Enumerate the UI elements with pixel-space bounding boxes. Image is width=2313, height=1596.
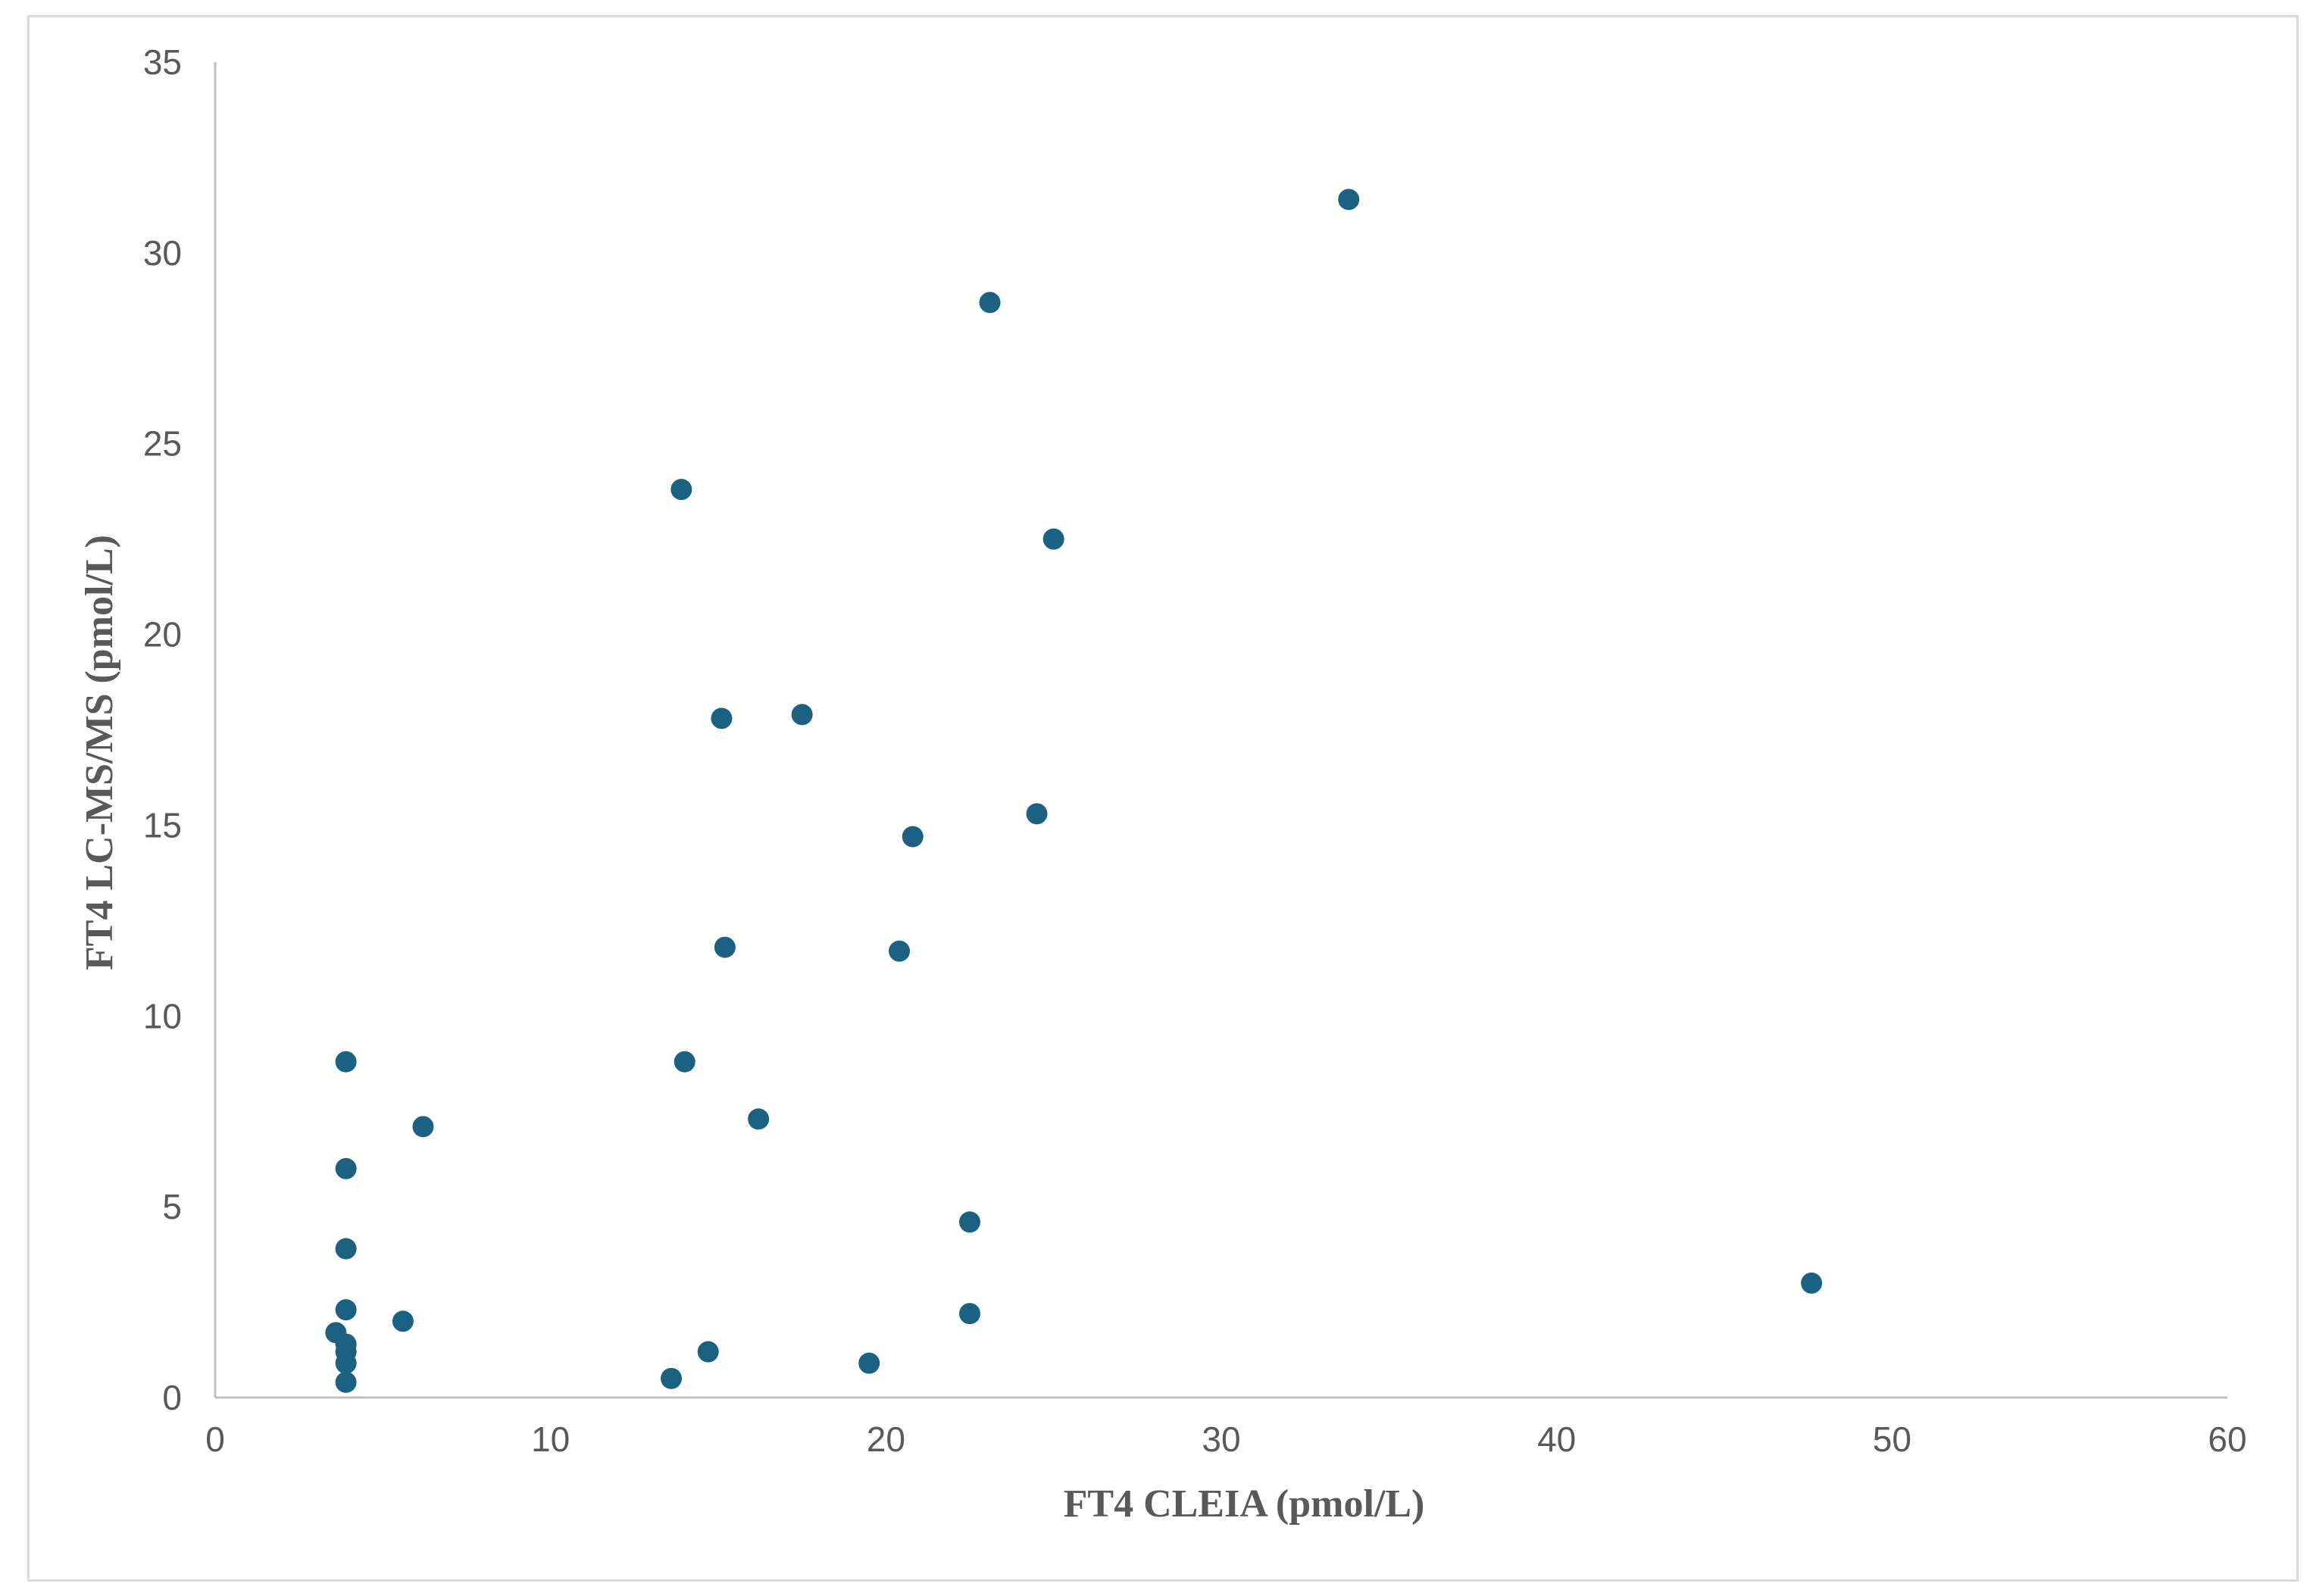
x-tick-label: 10 [531,1420,570,1459]
data-point [748,1108,770,1130]
data-point [959,1303,980,1325]
x-tick-label: 30 [1202,1420,1240,1459]
data-point [1338,189,1360,211]
data-point [335,1051,357,1073]
y-tick-label: 25 [143,424,182,464]
data-point [412,1116,434,1138]
data-point [1042,528,1064,550]
y-tick-label: 10 [143,996,182,1035]
data-point [335,1352,357,1374]
data-point [714,936,736,958]
data-point [979,292,1001,314]
y-tick-label: 15 [143,805,182,845]
x-tick-label: 50 [1873,1420,1911,1459]
x-tick-labels: 0 10 20 30 40 50 60 [205,1420,2246,1459]
data-point [670,479,692,501]
data-point [335,1299,357,1321]
data-point [335,1371,357,1393]
y-axis-title: FT4 LC-MS/MS (pmol/L) [78,535,121,970]
y-tick-label: 0 [162,1378,182,1417]
data-point [959,1211,980,1233]
y-tick-label: 20 [143,615,182,654]
x-tick-label: 0 [205,1420,225,1459]
y-tick-labels: 0 5 10 15 20 25 30 35 [143,42,182,1417]
data-point [674,1051,695,1073]
y-tick-label: 5 [162,1187,182,1226]
data-point [1801,1272,1823,1294]
data-points [325,189,1823,1393]
x-tick-label: 60 [2208,1420,2246,1459]
data-point [335,1157,357,1179]
data-point [711,707,733,729]
x-tick-label: 20 [867,1420,905,1459]
data-point [1026,803,1048,825]
data-point [697,1341,719,1363]
data-point [889,940,911,962]
data-point [791,704,813,726]
x-axis-title: FT4 CLEIA (pmol/L) [1064,1482,1425,1526]
x-tick-label: 40 [1537,1420,1576,1459]
y-tick-label: 35 [143,42,182,82]
data-point [661,1367,683,1389]
data-point [858,1352,880,1374]
data-point [335,1238,357,1260]
axes [214,62,2227,1399]
data-point [392,1310,414,1332]
data-point [902,826,924,848]
y-tick-label: 30 [143,233,182,273]
